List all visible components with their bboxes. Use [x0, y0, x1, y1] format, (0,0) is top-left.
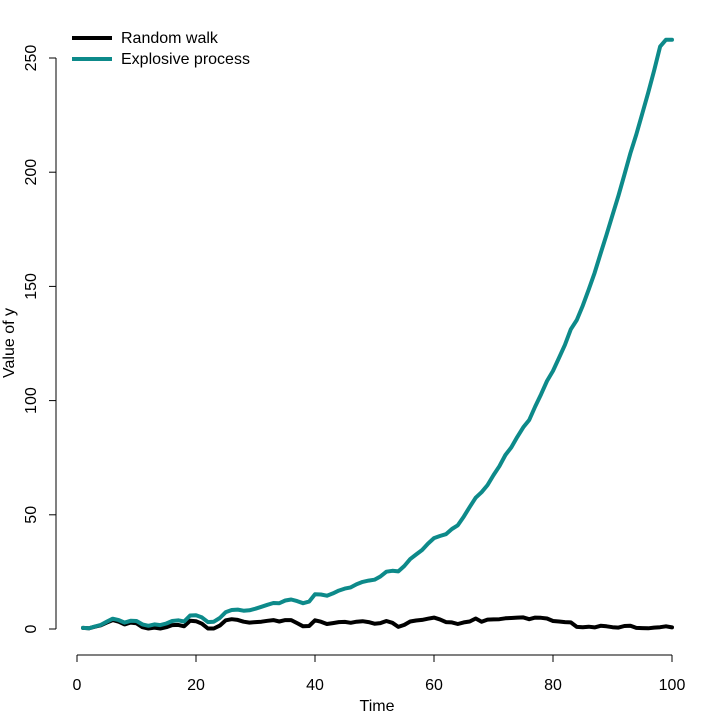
series-line-random-walk: [81, 615, 674, 631]
legend-label-explosive-process: Explosive process: [121, 51, 250, 68]
x-tick-label: 80: [544, 677, 562, 694]
y-axis-label: Value of y: [1, 308, 18, 378]
legend: Random walk Explosive process: [72, 30, 250, 68]
x-axis: 0 20 40 60 80 100 Time: [73, 654, 686, 713]
series-layer: [81, 37, 674, 631]
legend-label-random-walk: Random walk: [121, 30, 219, 47]
x-tick-label: 100: [659, 677, 686, 694]
x-tick-label: 20: [187, 677, 205, 694]
series-line-explosive-process: [81, 37, 674, 631]
y-tick-label: 200: [23, 159, 40, 186]
y-tick-label: 50: [23, 506, 40, 524]
y-tick-label: 150: [23, 273, 40, 300]
y-tick-label: 100: [23, 387, 40, 414]
x-tick-label: 0: [73, 677, 82, 694]
y-tick-label: 250: [23, 45, 40, 72]
y-tick-label: 0: [23, 624, 40, 633]
y-axis: 0 50 100 150 200 250 Value of y: [1, 45, 57, 633]
x-axis-label: Time: [360, 698, 395, 713]
x-tick-label: 40: [306, 677, 324, 694]
x-tick-label: 60: [425, 677, 443, 694]
